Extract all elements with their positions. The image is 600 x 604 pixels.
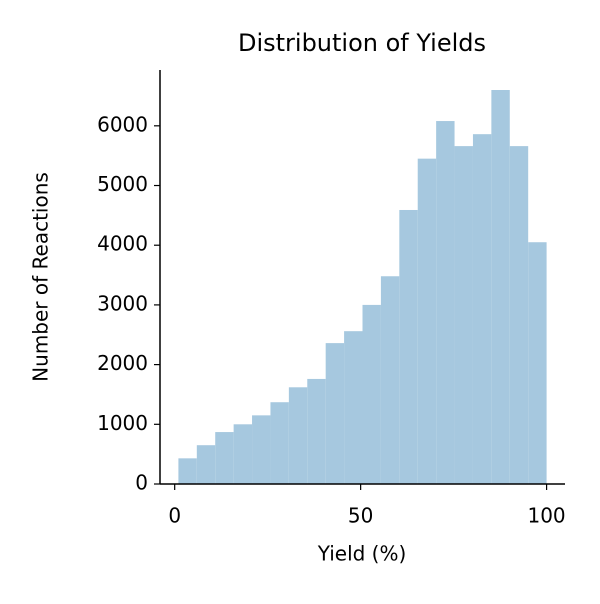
x-axis-label: Yield (%)	[317, 542, 407, 566]
bar	[288, 387, 308, 484]
y-tick-label: 4000	[97, 232, 148, 256]
bar	[270, 402, 289, 484]
bar	[491, 89, 510, 484]
bar	[252, 415, 271, 484]
bar	[325, 343, 345, 484]
y-tick-label: 3000	[97, 291, 148, 315]
bar	[344, 331, 363, 484]
bar	[528, 242, 547, 484]
bar	[215, 432, 234, 484]
bar	[454, 146, 473, 484]
bar	[362, 304, 381, 484]
x-tick-label: 100	[527, 504, 565, 528]
y-axis-label: Number of Reactions	[29, 172, 53, 382]
bar	[472, 134, 492, 484]
y-tick-label: 1000	[97, 411, 148, 435]
bar	[509, 146, 529, 484]
bar	[417, 158, 437, 484]
y-tick-label: 5000	[97, 172, 148, 196]
plot-area	[178, 89, 547, 484]
bar	[307, 378, 326, 484]
bar	[233, 424, 253, 484]
bar	[436, 121, 455, 484]
y-tick-label: 0	[135, 471, 148, 495]
bar	[399, 209, 418, 484]
bar	[178, 458, 197, 484]
x-tick-label: 0	[168, 504, 181, 528]
y-tick-label: 2000	[97, 351, 148, 375]
bar	[380, 276, 400, 484]
y-tick-label: 6000	[97, 112, 148, 136]
bar	[196, 445, 216, 484]
x-tick-label: 50	[348, 504, 373, 528]
chart-title: Distribution of Yields	[238, 29, 486, 57]
